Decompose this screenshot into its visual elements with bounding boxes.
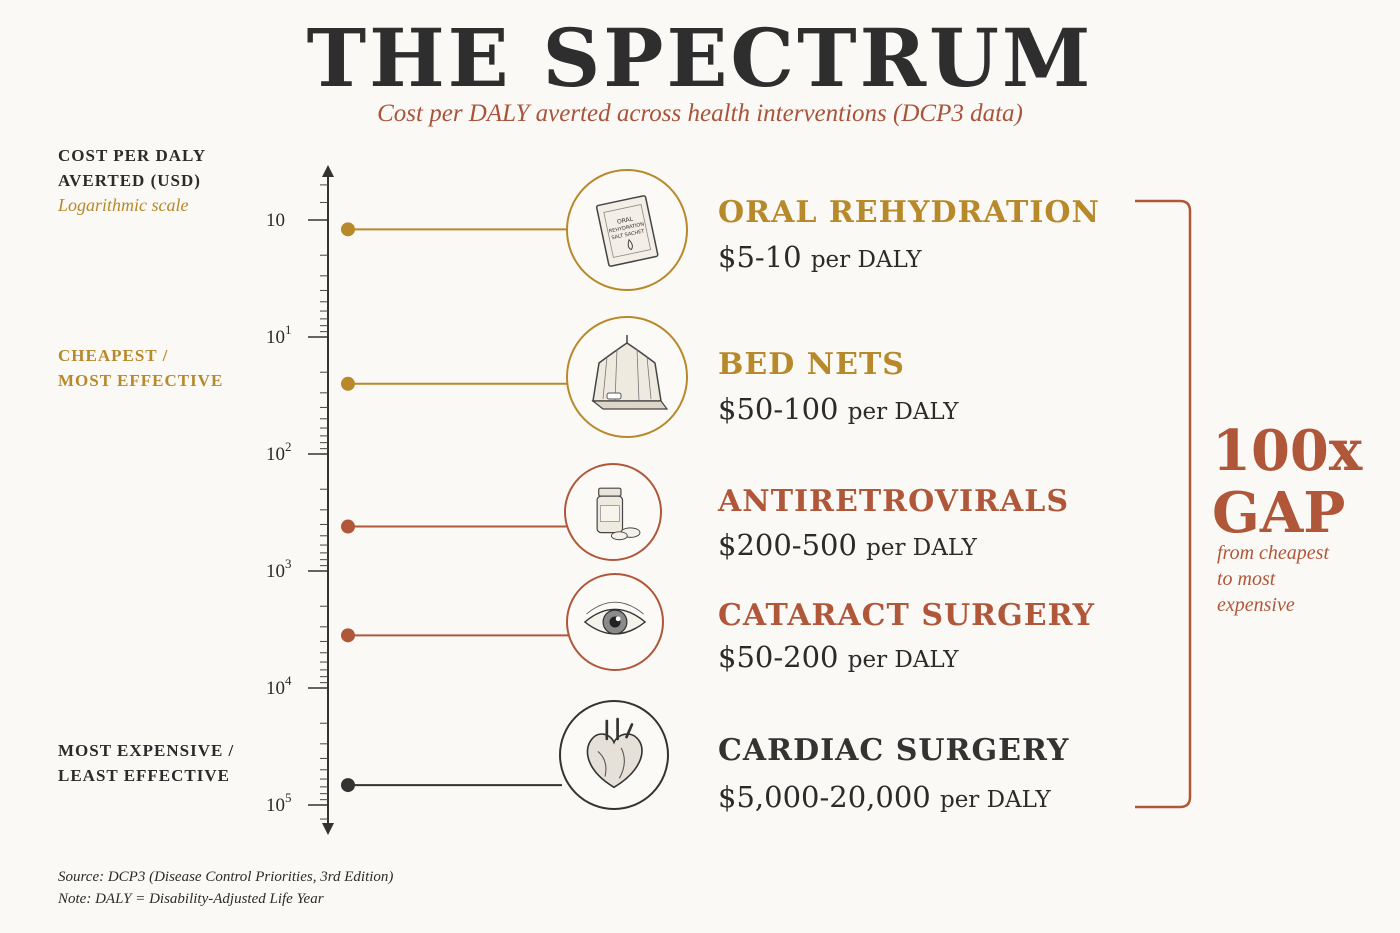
- gap-annotation-line1: 100x: [1212, 418, 1363, 484]
- cost-value: $200-500: [718, 528, 867, 562]
- intervention-name: ORAL REHYDRATION: [718, 195, 1100, 230]
- major-ticks: 10 101 102 103 104 105: [266, 210, 328, 816]
- data-point: [341, 628, 355, 643]
- axis-heading-line2: AVERTED (USD): [58, 171, 201, 190]
- axis-scale-note: Logarithmic scale: [58, 195, 189, 215]
- cost-value: $5-10: [718, 240, 811, 274]
- note-value: DALY = Disability-Adjusted Life Year: [95, 891, 324, 907]
- daly-note: Note: DALY = Disability-Adjusted Life Ye…: [58, 891, 324, 908]
- source-key: Source:: [58, 869, 105, 885]
- page-title: THE SPECTRUM: [306, 11, 1094, 105]
- expensive-label-line1: MOST EXPENSIVE /: [58, 741, 235, 760]
- cost-value: $50-200: [718, 640, 848, 674]
- intervention-name: CARDIAC SURGERY: [718, 733, 1070, 768]
- gap-annotation-line2: GAP: [1212, 480, 1346, 546]
- tick-label: 102: [266, 439, 292, 465]
- axis-arrow-bottom: [322, 823, 334, 835]
- gap-note-line1: from cheapest: [1217, 542, 1330, 564]
- cost-value: $50-100: [718, 392, 848, 426]
- tick-label: 105: [266, 790, 292, 816]
- gap-note: from cheapest to most expensive: [1217, 540, 1367, 618]
- intervention-cost: $50-200 per DALY: [718, 640, 958, 674]
- data-points: [341, 169, 688, 810]
- cheapest-label-line2: MOST EFFECTIVE: [58, 371, 224, 390]
- gap-note-line3: expensive: [1217, 594, 1295, 616]
- intervention-cost: $5,000-20,000 per DALY: [718, 780, 1051, 814]
- data-point: [341, 778, 355, 793]
- source-value: DCP3 (Disease Control Priorities, 3rd Ed…: [107, 869, 394, 885]
- intervention-name: BED NETS: [718, 347, 905, 382]
- axis-heading-line1: COST PER DALY: [58, 146, 207, 165]
- cost-unit: per DALY: [847, 399, 959, 425]
- axis-heading: COST PER DALY AVERTED (USD): [58, 143, 206, 193]
- cost-unit: per DALY: [847, 647, 959, 673]
- intervention-name: CATARACT SURGERY: [718, 598, 1095, 633]
- gap-note-line2: to most: [1217, 568, 1276, 590]
- tick-label: 103: [266, 556, 292, 582]
- source-note: Source: DCP3 (Disease Control Priorities…: [58, 869, 393, 886]
- intervention-name: ANTIRETROVIRALS: [718, 484, 1069, 519]
- axis-arrow-top: [322, 165, 334, 177]
- minor-ticks: [320, 184, 328, 820]
- cost-unit: per DALY: [810, 247, 922, 273]
- y-axis: 10 101 102 103 104 105: [266, 165, 334, 835]
- intervention-cost: $200-500 per DALY: [718, 528, 977, 562]
- tick-label: 10: [266, 210, 285, 231]
- page-subtitle: Cost per DALY averted across health inte…: [377, 100, 1023, 127]
- gap-annotation: 100x GAP: [1212, 420, 1362, 544]
- intervention-cost: $5-10 per DALY: [718, 240, 922, 274]
- tick-label: 101: [266, 322, 292, 348]
- cost-value: $5,000-20,000: [718, 780, 940, 814]
- expensive-label-line2: LEAST EFFECTIVE: [58, 766, 230, 785]
- data-point: [341, 519, 355, 534]
- data-point: [341, 222, 355, 237]
- expensive-label: MOST EXPENSIVE / LEAST EFFECTIVE: [58, 738, 234, 788]
- cheapest-label-line1: CHEAPEST /: [58, 346, 169, 365]
- cheapest-label: CHEAPEST / MOST EFFECTIVE: [58, 343, 223, 393]
- intervention-cost: $50-100 per DALY: [718, 392, 958, 426]
- cost-unit: per DALY: [939, 787, 1051, 813]
- data-point: [341, 376, 355, 391]
- cost-unit: per DALY: [866, 535, 977, 561]
- gap-bracket: [1135, 199, 1192, 809]
- note-key: Note:: [58, 891, 92, 907]
- tick-label: 104: [266, 673, 292, 699]
